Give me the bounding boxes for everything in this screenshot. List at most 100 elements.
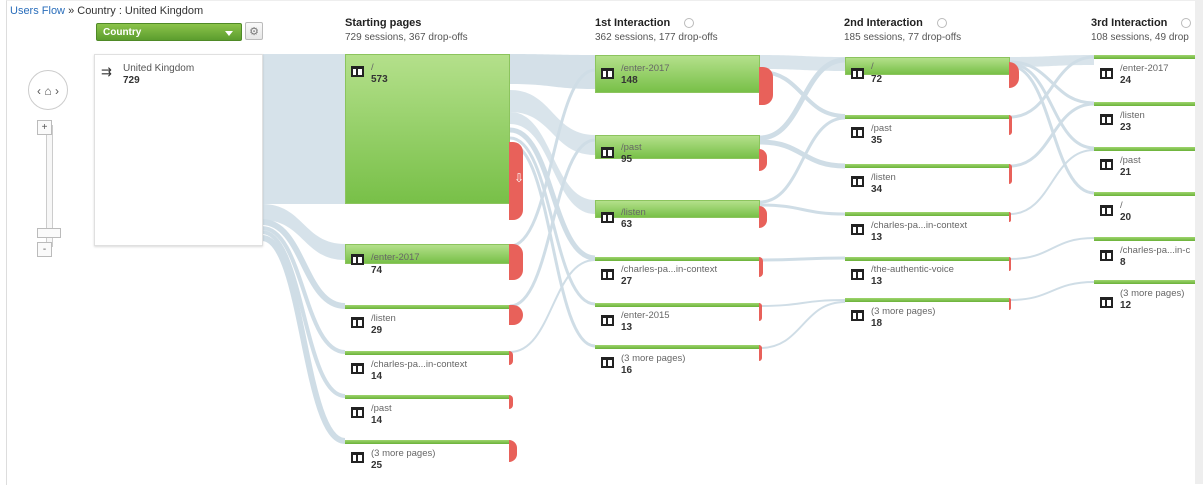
flow-link — [1009, 281, 1095, 301]
flow-link — [759, 57, 846, 141]
country-node[interactable]: ⇉ United Kingdom 729 — [94, 54, 263, 246]
node-value: 13 — [871, 232, 883, 243]
node-label: /the-authentic-voice — [871, 264, 954, 275]
page-icon — [601, 269, 614, 280]
page-icon — [1100, 250, 1113, 261]
node-value: 12 — [1120, 300, 1132, 311]
flow-node[interactable]: /listen 34 — [845, 164, 1012, 200]
arrows-icon: ⇉ — [101, 64, 112, 79]
flow-link — [261, 219, 346, 309]
zoom-out-button[interactable]: - — [37, 242, 52, 257]
column-title: 1st Interaction — [595, 17, 671, 29]
node-label: / — [1120, 200, 1123, 211]
flow-node[interactable]: /listen 23 — [1094, 102, 1198, 136]
node-value: 35 — [871, 135, 883, 146]
page-icon — [1100, 114, 1113, 125]
flow-node[interactable]: /charles-pa...in-c 8 — [1094, 237, 1198, 271]
flow-node[interactable]: (3 more pages) 25 — [345, 440, 517, 476]
flow-node[interactable]: /past 14 — [345, 395, 513, 431]
breadcrumb-users-flow-link[interactable]: Users Flow — [10, 5, 66, 17]
flow-node[interactable]: /charles-pa...in-context 27 — [595, 257, 763, 293]
node-label: / — [871, 61, 874, 72]
flow-link — [1009, 62, 1095, 150]
node-label: /charles-pa...in-context — [371, 359, 468, 370]
node-value: 72 — [871, 74, 883, 85]
zoom-in-button[interactable]: + — [37, 120, 52, 135]
flow-node[interactable]: /the-authentic-voice 13 — [845, 257, 1011, 293]
flow-node[interactable]: / 72 — [845, 57, 1019, 93]
flow-node[interactable]: /past 21 — [1094, 147, 1198, 181]
column-title: 2nd Interaction — [844, 17, 923, 29]
flow-band — [510, 54, 595, 89]
page-icon — [351, 363, 364, 374]
flow-link — [759, 116, 846, 204]
node-value: 95 — [621, 154, 633, 165]
flow-link — [759, 299, 846, 307]
node-value: 16 — [621, 365, 633, 376]
flow-node[interactable]: (3 more pages) 18 — [845, 298, 1011, 334]
column-header-3rd-interaction: 3rd Interaction 108 sessions, 49 drop — [1091, 17, 1192, 43]
flow-link — [1009, 237, 1095, 260]
breadcrumb: Users Flow » Country : United Kingdom — [10, 5, 203, 17]
flow-link — [509, 259, 596, 353]
breadcrumb-current: Country : United Kingdom — [77, 5, 204, 17]
node-label: (3 more pages) — [1120, 288, 1185, 299]
flow-node[interactable]: /charles-pa...in-context 14 — [345, 351, 513, 387]
scrollbar[interactable] — [1195, 0, 1203, 484]
column-subtitle: 362 sessions, 177 drop-offs — [595, 32, 718, 43]
page-icon — [851, 224, 864, 235]
home-icon[interactable]: ‹ ⌂ › — [28, 70, 68, 110]
flow-node[interactable]: /listen 29 — [345, 305, 523, 341]
flow-node[interactable]: /enter-2017 74 — [345, 244, 523, 284]
node-label: /charles-pa...in-context — [871, 220, 968, 231]
node-value: 29 — [371, 325, 383, 336]
node-value: 24 — [1120, 75, 1132, 86]
arrow-down-icon[interactable]: ⇩ — [514, 171, 525, 185]
page-icon — [1100, 159, 1113, 170]
node-value: 21 — [1120, 167, 1132, 178]
info-icon[interactable] — [936, 18, 947, 29]
flow-node[interactable]: / 20 — [1094, 192, 1198, 226]
flow-node[interactable]: /enter-2015 13 — [595, 303, 762, 339]
flow-node[interactable]: /enter-2017 24 — [1094, 55, 1198, 89]
flow-link — [759, 203, 846, 216]
node-value: 18 — [871, 318, 883, 329]
flow-band — [262, 204, 345, 260]
zoom-slider-handle[interactable] — [37, 228, 61, 238]
node-label: /past — [371, 403, 392, 414]
column-subtitle: 729 sessions, 367 drop-offs — [345, 32, 468, 43]
node-value: 8 — [1120, 257, 1126, 268]
flow-band — [510, 90, 595, 155]
node-label: /past — [621, 142, 642, 153]
page-icon — [601, 357, 614, 368]
flow-node[interactable]: /charles-pa...in-context 13 — [845, 212, 1011, 248]
node-label: /listen — [621, 207, 646, 218]
page-icon — [601, 212, 614, 223]
column-header-2nd-interaction: 2nd Interaction 185 sessions, 77 drop-of… — [844, 17, 961, 43]
node-label: (3 more pages) — [871, 306, 936, 317]
node-label: /enter-2017 — [371, 252, 420, 263]
info-icon[interactable] — [684, 18, 695, 29]
flow-node[interactable]: /enter-2017 148 — [595, 55, 773, 105]
info-icon[interactable] — [1181, 18, 1192, 29]
gear-icon[interactable]: ⚙ — [245, 22, 263, 40]
node-value: 14 — [371, 371, 383, 382]
node-label: /listen — [371, 313, 396, 324]
flow-node[interactable]: /past 95 — [595, 135, 767, 171]
flow-link — [1009, 55, 1095, 119]
flow-link — [509, 127, 596, 261]
node-label: / — [371, 62, 374, 73]
node-value: 23 — [1120, 122, 1132, 133]
flow-node[interactable]: /past 35 — [845, 115, 1012, 151]
flow-node[interactable]: /listen 63 — [595, 200, 767, 236]
flow-node[interactable]: (3 more pages) 16 — [595, 345, 762, 381]
page-icon — [351, 66, 364, 77]
flow-link — [759, 256, 846, 262]
page-icon — [351, 317, 364, 328]
node-label: /enter-2017 — [1120, 63, 1169, 74]
node-value: 63 — [621, 219, 633, 230]
dimension-select[interactable]: Country — [96, 23, 242, 41]
flow-node[interactable]: / 573 — [345, 54, 523, 220]
flow-node[interactable]: (3 more pages) 12 — [1094, 280, 1198, 314]
